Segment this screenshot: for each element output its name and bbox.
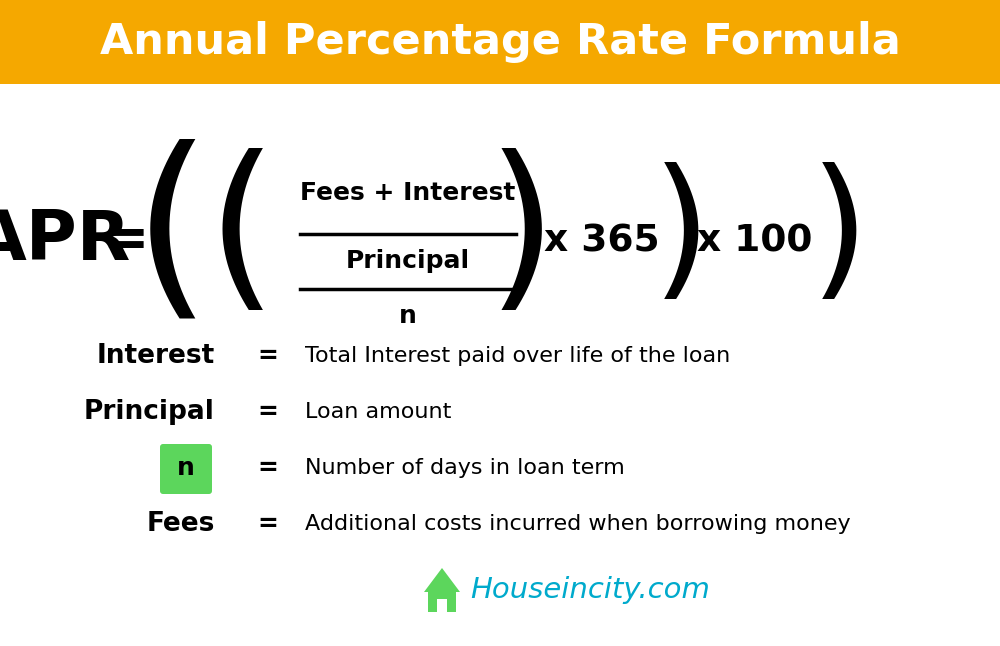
Text: (: ( xyxy=(207,148,277,324)
Text: =: = xyxy=(258,344,278,368)
Text: =: = xyxy=(102,214,148,268)
Polygon shape xyxy=(424,568,460,592)
FancyBboxPatch shape xyxy=(160,444,212,494)
Text: Loan amount: Loan amount xyxy=(305,402,451,422)
Text: Fees + Interest: Fees + Interest xyxy=(300,181,516,205)
FancyBboxPatch shape xyxy=(437,599,447,612)
Text: Interest: Interest xyxy=(97,343,215,369)
Text: (: ( xyxy=(133,138,211,333)
Text: ): ) xyxy=(652,162,712,311)
FancyBboxPatch shape xyxy=(428,590,456,612)
FancyBboxPatch shape xyxy=(0,0,1000,84)
Text: Annual Percentage Rate Formula: Annual Percentage Rate Formula xyxy=(100,21,900,63)
Text: ): ) xyxy=(487,148,557,324)
Text: Principal: Principal xyxy=(84,399,215,425)
Text: Houseincity.com: Houseincity.com xyxy=(470,576,710,604)
Text: Principal: Principal xyxy=(346,249,470,273)
Text: n: n xyxy=(177,456,195,480)
Text: n: n xyxy=(399,304,417,328)
Text: x 100: x 100 xyxy=(697,223,813,259)
Text: Total Interest paid over life of the loan: Total Interest paid over life of the loa… xyxy=(305,346,730,366)
Text: =: = xyxy=(258,512,278,536)
Text: x 365: x 365 xyxy=(544,223,660,259)
Text: Additional costs incurred when borrowing money: Additional costs incurred when borrowing… xyxy=(305,514,851,534)
Text: ): ) xyxy=(810,162,870,311)
Text: =: = xyxy=(258,456,278,480)
Text: APR: APR xyxy=(0,207,131,275)
Text: Fees: Fees xyxy=(147,511,215,537)
Text: Number of days in loan term: Number of days in loan term xyxy=(305,458,625,478)
Text: =: = xyxy=(258,400,278,424)
